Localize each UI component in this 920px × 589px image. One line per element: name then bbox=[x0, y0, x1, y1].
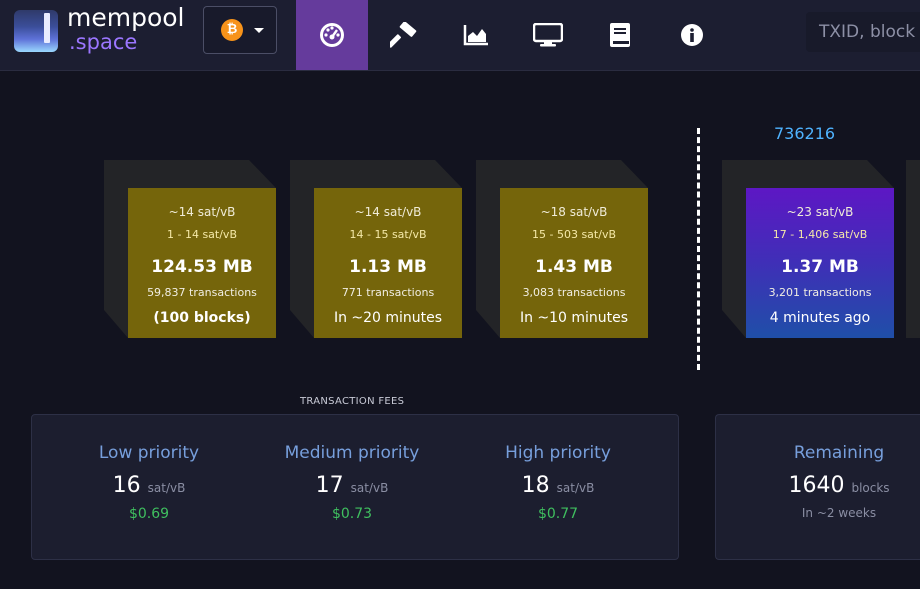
block-fee-range: 15 - 503 sat/vB bbox=[532, 228, 616, 241]
block-time-ago: 4 minutes ago bbox=[769, 310, 871, 326]
block-median-fee: ~23 sat/vB bbox=[786, 205, 854, 219]
fee-label: Low priority bbox=[98, 443, 200, 463]
block-eta: In ~10 minutes bbox=[519, 310, 629, 326]
block-size: 124.53 MB bbox=[151, 257, 253, 277]
mempool-block[interactable]: ~18 sat/vB 15 - 503 sat/vB 1.43 MB 3,083… bbox=[476, 160, 648, 338]
fee-unit: sat/vB bbox=[147, 481, 186, 495]
block-median-fee: ~14 sat/vB bbox=[354, 205, 422, 219]
block-eta: In ~20 minutes bbox=[333, 310, 443, 326]
fee-label: High priority bbox=[505, 443, 611, 463]
block-median-fee: ~14 sat/vB bbox=[168, 205, 236, 219]
fee-value: 16 bbox=[112, 473, 141, 498]
nav-tv[interactable] bbox=[512, 0, 584, 70]
mined-block[interactable]: ~23 sat/vB 17 - 1,406 sat/vB 1.37 MB 3,2… bbox=[722, 160, 894, 338]
fee-low: Low priority 16 sat/vB $0.69 bbox=[79, 443, 219, 522]
difficulty-panel: Remaining 1640 blocks In ~2 weeks bbox=[715, 414, 920, 560]
search-input[interactable]: TXID, block bbox=[806, 12, 920, 52]
block-fee-range: 14 - 15 sat/vB bbox=[349, 228, 427, 241]
fee-usd: $0.69 bbox=[128, 506, 170, 522]
block-height-link[interactable]: 736216 bbox=[774, 124, 836, 143]
difficulty-remaining: Remaining 1640 blocks In ~2 weeks bbox=[764, 443, 914, 520]
block-tx-count: 3,201 transactions bbox=[768, 286, 872, 299]
caret-down-icon bbox=[254, 28, 264, 33]
brand-domain[interactable]: .space bbox=[69, 30, 138, 54]
remaining-value: 1640 bbox=[788, 473, 845, 498]
remaining-label: Remaining bbox=[793, 443, 885, 463]
block-size: 1.13 MB bbox=[349, 257, 427, 277]
info-icon bbox=[681, 24, 703, 46]
nav-graphs[interactable] bbox=[440, 0, 512, 70]
fee-high: High priority 18 sat/vB $0.77 bbox=[483, 443, 633, 522]
fee-value: 18 bbox=[521, 473, 550, 498]
mempool-block[interactable]: ~14 sat/vB 14 - 15 sat/vB 1.13 MB 771 tr… bbox=[290, 160, 462, 338]
dashboard-icon bbox=[320, 23, 344, 47]
nav-dashboard[interactable] bbox=[296, 0, 368, 70]
book-icon bbox=[610, 23, 630, 47]
network-selector-button[interactable]: ₿ bbox=[203, 6, 277, 54]
top-navbar: mempool .space ₿ bbox=[0, 0, 920, 71]
block-fee-range: 1 - 14 sat/vB bbox=[166, 228, 237, 241]
fee-unit: sat/vB bbox=[350, 481, 389, 495]
bitcoin-icon: ₿ bbox=[221, 19, 243, 41]
mempool-logo-icon[interactable] bbox=[14, 10, 58, 52]
remaining-unit: blocks bbox=[851, 481, 890, 495]
fee-usd: $0.77 bbox=[537, 506, 579, 522]
mined-block-partial[interactable] bbox=[906, 160, 920, 338]
fee-label: Medium priority bbox=[284, 443, 420, 463]
fees-panel: Low priority 16 sat/vB $0.69 Medium prio… bbox=[31, 414, 679, 560]
block-tx-count: 3,083 transactions bbox=[522, 286, 626, 299]
fee-medium: Medium priority 17 sat/vB $0.73 bbox=[272, 443, 432, 522]
block-eta: (100 blocks) bbox=[153, 310, 251, 326]
block-tx-count: 59,837 transactions bbox=[147, 286, 257, 299]
mempool-block[interactable]: ~14 sat/vB 1 - 14 sat/vB 124.53 MB 59,83… bbox=[104, 160, 276, 338]
transaction-fees-title: TRANSACTION FEES bbox=[300, 396, 405, 407]
fee-unit: sat/vB bbox=[556, 481, 595, 495]
fee-usd: $0.73 bbox=[331, 506, 373, 522]
chart-icon bbox=[463, 25, 488, 46]
nav-about[interactable] bbox=[656, 0, 728, 70]
fee-value: 17 bbox=[315, 473, 344, 498]
mempool-divider bbox=[697, 128, 700, 370]
block-fee-range: 17 - 1,406 sat/vB bbox=[772, 228, 868, 241]
block-tx-count: 771 transactions bbox=[341, 286, 435, 299]
nav-mining[interactable] bbox=[368, 0, 440, 70]
remaining-eta: In ~2 weeks bbox=[801, 506, 877, 520]
brand-name[interactable]: mempool bbox=[67, 3, 185, 32]
block-size: 1.43 MB bbox=[535, 257, 613, 277]
tv-icon bbox=[533, 23, 563, 47]
nav-docs[interactable] bbox=[584, 0, 656, 70]
block-median-fee: ~18 sat/vB bbox=[540, 205, 608, 219]
block-size: 1.37 MB bbox=[781, 257, 859, 277]
hammer-icon bbox=[390, 22, 417, 48]
